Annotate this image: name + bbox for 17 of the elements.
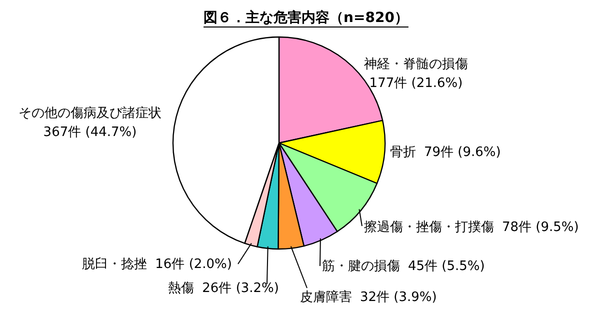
data-label: 16件 (2.0%): [155, 257, 232, 272]
slice-label: 擦過傷・挫傷・打撲傷: [364, 220, 494, 235]
slice-label: 筋・腱の損傷: [322, 259, 400, 274]
slice-label: 皮膚障害: [300, 289, 352, 305]
slice-label: 脱臼・捻挫: [82, 257, 148, 272]
data-label: 177件 (21.6%): [369, 76, 463, 91]
slice-label: 熱傷: [168, 281, 194, 296]
data-label: 32件 (3.9%): [360, 290, 437, 305]
slice-label: 骨折: [390, 145, 416, 160]
chart-title: 図６．主な危害内容（n=820）: [204, 9, 408, 26]
slice-label: その他の傷病及び諸症状: [18, 106, 162, 121]
data-label: 79件 (9.6%): [424, 145, 501, 160]
slice-label: 神経・脊髄の損傷: [364, 57, 468, 72]
data-label: 367件 (44.7%): [43, 125, 137, 140]
data-label: 78件 (9.5%): [502, 220, 579, 235]
data-label: 45件 (5.5%): [408, 259, 485, 274]
data-label: 26件 (3.2%): [202, 281, 279, 296]
